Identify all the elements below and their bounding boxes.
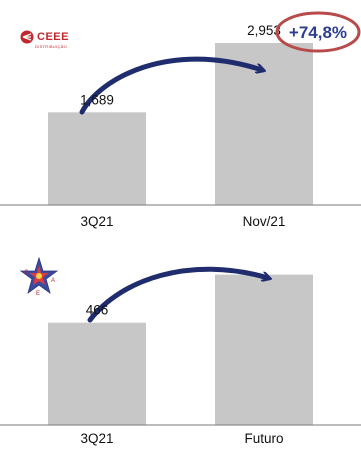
- bar-nov-21: [215, 43, 313, 205]
- brand-name: CEEE: [37, 30, 69, 43]
- growth-badge: +74,8%: [275, 11, 361, 53]
- svg-text:A: A: [51, 278, 55, 284]
- ceee-logo-icon: [20, 30, 34, 44]
- bar-futuro: [215, 274, 313, 425]
- growth-arrow: [79, 56, 262, 115]
- svg-text:C: C: [24, 270, 29, 276]
- category-label: Nov/21: [243, 214, 286, 229]
- data-label: 2,953: [247, 23, 281, 38]
- chart-top: 1,689 3Q21 2,953 Nov/21: [0, 23, 361, 229]
- data-label: 1,689: [80, 92, 114, 107]
- star-emblem-icon: C A E: [19, 256, 59, 296]
- category-label: 3Q21: [80, 214, 113, 229]
- badge-text: +74,8%: [289, 23, 347, 42]
- bar-3q21: [48, 322, 146, 425]
- category-label: 3Q21: [80, 431, 113, 446]
- chart-bottom: 466 3Q21 Futuro: [0, 266, 361, 446]
- data-label: 466: [86, 303, 109, 318]
- brand-subtitle: DISTRIBUIÇÃO: [35, 44, 68, 49]
- badge-ring: [275, 11, 361, 53]
- svg-text:E: E: [36, 291, 40, 296]
- ceee-logo: CEEE: [20, 28, 69, 46]
- bar-3q21: [48, 112, 146, 205]
- growth-arrow: [87, 266, 268, 323]
- category-label: Futuro: [244, 431, 283, 446]
